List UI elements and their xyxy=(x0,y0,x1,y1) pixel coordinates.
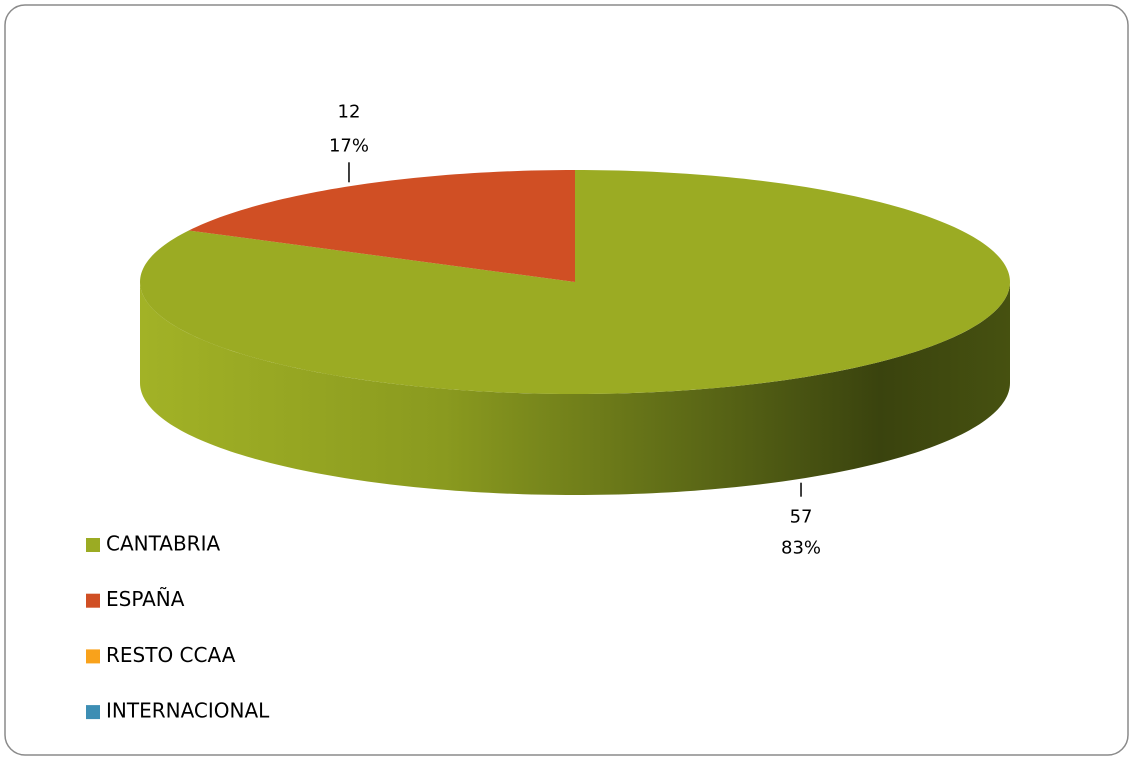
percent-label: 17% xyxy=(329,135,369,156)
legend-label: RESTO CCAA xyxy=(106,643,236,667)
legend-swatch xyxy=(86,705,100,720)
data-label: 57 xyxy=(790,507,813,528)
legend-swatch xyxy=(86,538,100,552)
legend-label: INTERNACIONAL xyxy=(106,699,270,723)
legend-swatch xyxy=(86,593,100,608)
legend-swatch xyxy=(86,649,100,664)
percent-label: 83% xyxy=(781,538,821,559)
pie-slice xyxy=(188,170,575,282)
pie-slice xyxy=(140,170,1010,394)
pie-slice-side xyxy=(140,282,1010,495)
legend-label: ESPAÑA xyxy=(106,587,185,611)
legend-label: CANTABRIA xyxy=(106,532,220,556)
data-label: 12 xyxy=(338,101,361,122)
